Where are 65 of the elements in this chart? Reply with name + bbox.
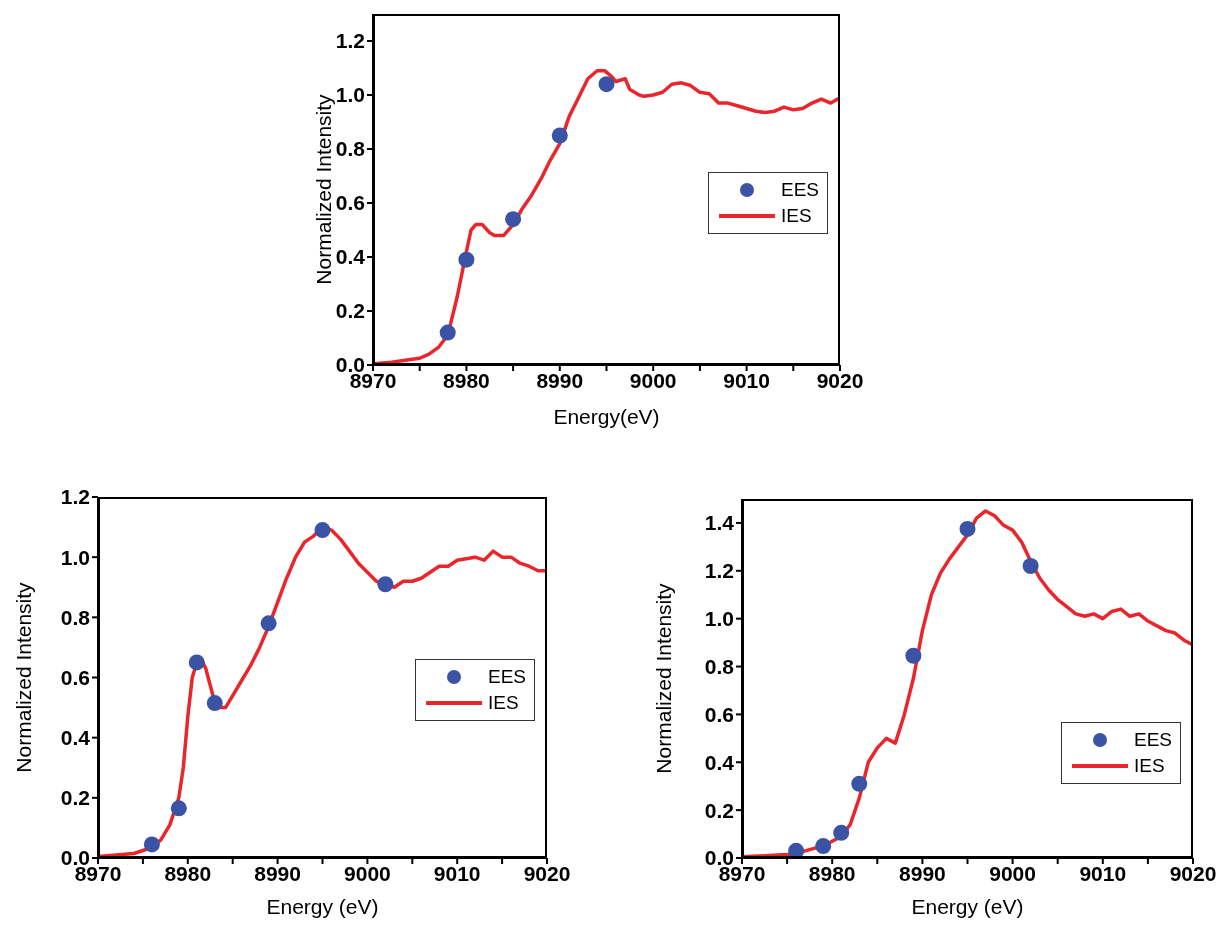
text: 1.0 bbox=[704, 607, 734, 631]
y-tick-label: 0.2 bbox=[704, 798, 734, 822]
y-tick-label: 1.2 bbox=[335, 29, 365, 53]
text: 1.0 bbox=[335, 83, 365, 107]
y-axis-title: Normalized Intensity bbox=[12, 581, 36, 773]
y-axis-title: Normalized Intensity bbox=[652, 582, 676, 774]
y-tick-label: 0.6 bbox=[704, 702, 734, 726]
point bbox=[377, 576, 394, 593]
x-tick-label: 8980 bbox=[808, 861, 856, 885]
x-tick-label: 9000 bbox=[989, 861, 1036, 885]
x-tick-label: 9010 bbox=[1079, 861, 1127, 885]
legend-label: EES bbox=[1133, 728, 1172, 751]
point bbox=[851, 775, 868, 792]
point bbox=[188, 654, 205, 671]
x-tick-label: 9000 bbox=[344, 861, 391, 885]
y-tick-label: 1.2 bbox=[704, 559, 734, 583]
x-tick-label: 8990 bbox=[536, 368, 584, 392]
y-tick-label: 0.6 bbox=[60, 665, 90, 689]
y-tick-label: 0.8 bbox=[335, 137, 366, 161]
legend-label: EES bbox=[487, 666, 526, 689]
y-tick-label: 0.8 bbox=[704, 654, 735, 678]
x-tick-label: 8990 bbox=[254, 861, 301, 885]
point bbox=[170, 800, 187, 817]
y-tick-label: 0.6 bbox=[335, 191, 365, 215]
text: 1.0 bbox=[60, 545, 90, 569]
y-tick-label: 0.4 bbox=[60, 726, 91, 750]
x-axis-title: Energy (eV) bbox=[911, 895, 1024, 918]
point bbox=[788, 842, 805, 858]
y-tick-label: 0.4 bbox=[335, 245, 366, 269]
y-tick-label: 1.4 bbox=[704, 511, 735, 535]
y-tick-label: 0.2 bbox=[60, 786, 90, 810]
y-tick-label: 0.4 bbox=[704, 750, 735, 774]
point bbox=[833, 824, 850, 841]
y-tick-label: 0.2 bbox=[335, 299, 365, 323]
x-tick-label: 9020 bbox=[816, 368, 864, 392]
y-tick-label: 0.8 bbox=[60, 605, 91, 629]
point bbox=[206, 695, 223, 712]
x-tick-label: 8980 bbox=[443, 368, 490, 392]
legend-label: IES bbox=[1133, 754, 1165, 777]
point bbox=[260, 615, 277, 632]
x-axis-title: Energy (eV) bbox=[266, 895, 379, 918]
x-tick-label: 9020 bbox=[523, 861, 571, 885]
y-axis-title: Normalized Intensity bbox=[312, 93, 336, 285]
x-tick-label: 9010 bbox=[433, 861, 481, 885]
point bbox=[551, 127, 568, 144]
x-tick-label: 8980 bbox=[164, 861, 212, 885]
point bbox=[505, 211, 522, 228]
point bbox=[598, 76, 615, 93]
point bbox=[439, 324, 456, 341]
y-tick-label: 1.2 bbox=[60, 485, 90, 509]
point bbox=[905, 647, 922, 664]
point bbox=[1022, 558, 1039, 575]
legend-label: IES bbox=[780, 204, 812, 227]
legend-label: EES bbox=[780, 178, 819, 201]
point bbox=[458, 251, 475, 268]
x-tick-label: 8990 bbox=[899, 861, 946, 885]
x-tick-label: 9000 bbox=[629, 368, 677, 392]
x-tick-label: 9020 bbox=[1169, 861, 1217, 885]
point bbox=[143, 836, 160, 853]
point bbox=[815, 838, 832, 855]
x-tick-label: 9010 bbox=[723, 368, 770, 392]
point bbox=[959, 520, 976, 537]
legend-label: IES bbox=[487, 692, 519, 715]
point bbox=[314, 522, 331, 539]
x-axis-title: Energy(eV) bbox=[553, 405, 660, 428]
